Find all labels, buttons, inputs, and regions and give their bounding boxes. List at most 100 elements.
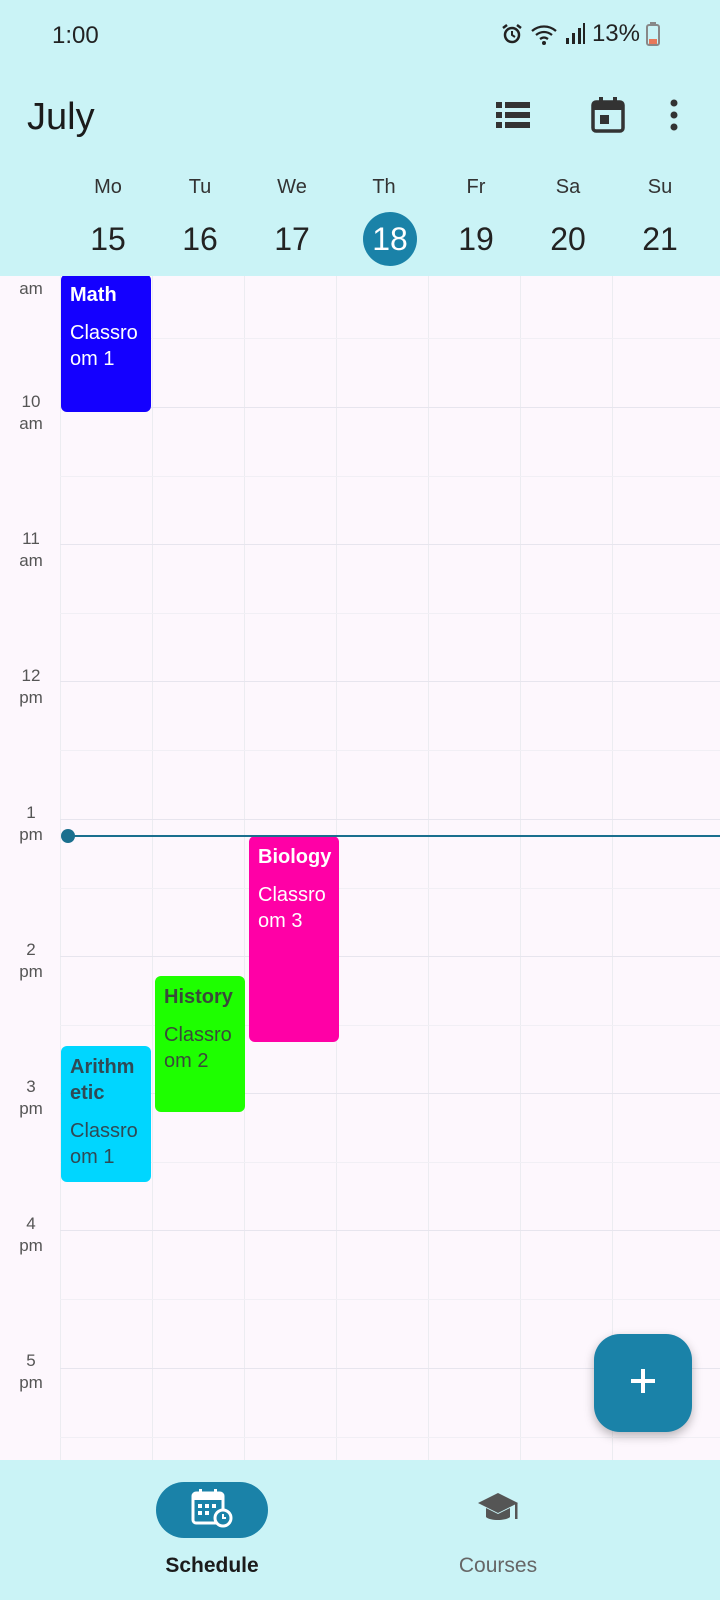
event-room: Classroom 1 (70, 322, 138, 370)
time-label-2pm: 2 pm (8, 939, 54, 983)
nav-active-indicator (156, 1482, 268, 1538)
grid-divider (60, 750, 720, 751)
event-arithmetic[interactable]: Arithmetic Classroom 1 (61, 1046, 151, 1182)
day-header-tu: Tu (188, 176, 212, 198)
time-label-5pm: 5 pm (8, 1350, 54, 1394)
battery-icon (646, 22, 660, 46)
time-label-period: pm (19, 962, 43, 981)
graduation-cap-icon (476, 1489, 520, 1532)
signal-icon (564, 22, 586, 46)
time-label-period: am (19, 279, 43, 298)
grid-divider (60, 338, 720, 339)
current-time-line (68, 835, 720, 837)
grid-divider (60, 1162, 720, 1163)
time-label-11am: 11 am (8, 528, 54, 572)
plus-icon (628, 1366, 658, 1401)
grid-divider (60, 407, 720, 408)
time-label-12pm: 12 pm (8, 665, 54, 709)
day-header-su: Su (647, 176, 673, 198)
status-time: 1:00 (52, 22, 99, 49)
time-label-period: pm (19, 1373, 43, 1392)
grid-divider (152, 276, 153, 1460)
day-header-mo: Mo (94, 176, 122, 198)
day-header-fr: Fr (466, 176, 486, 198)
event-room: Classroom 2 (164, 1024, 232, 1072)
grid-divider (60, 888, 720, 889)
time-label-period: pm (19, 825, 43, 844)
grid-divider (60, 1230, 720, 1231)
grid-divider (60, 1368, 720, 1369)
event-room: Classroom 1 (70, 1120, 138, 1168)
alarm-icon (500, 22, 524, 46)
status-icons: 13% (500, 20, 660, 48)
time-label-hour: 3 (26, 1077, 36, 1096)
time-label-1pm: 1 pm (8, 802, 54, 846)
nav-item-schedule[interactable]: Schedule (32, 1460, 392, 1600)
time-label-3pm: 3 pm (8, 1076, 54, 1120)
more-vert-icon[interactable] (658, 91, 690, 139)
grid-divider (60, 819, 720, 820)
time-label-period: am (19, 551, 43, 570)
grid-divider (60, 613, 720, 614)
grid-divider (520, 276, 521, 1460)
grid-divider (612, 276, 613, 1460)
day-header-sa: Sa (555, 176, 581, 198)
month-title: July (27, 96, 95, 138)
event-math[interactable]: Math Classroom 1 (61, 276, 151, 412)
grid-divider (60, 476, 720, 477)
current-time-dot (61, 829, 75, 843)
time-label-hour: 4 (26, 1214, 36, 1233)
nav-item-courses[interactable]: Courses (318, 1460, 678, 1600)
list-view-icon[interactable] (489, 91, 537, 139)
add-event-button[interactable] (594, 1334, 692, 1432)
battery-percent: 13% (591, 20, 640, 47)
time-label-4pm: 4 pm (8, 1213, 54, 1257)
event-history[interactable]: History Classroom 2 (155, 976, 245, 1112)
event-title: Arithmetic (70, 1056, 135, 1104)
grid-divider (60, 1025, 720, 1026)
day-number-17[interactable]: 17 (274, 221, 310, 257)
time-label-hour: 12 (21, 666, 41, 685)
time-label-hour: 2 (26, 940, 36, 959)
nav-label-courses: Courses (458, 1554, 538, 1577)
nav-icon-container (442, 1482, 554, 1538)
time-label-period: pm (19, 688, 43, 707)
time-label-hour: 10 (21, 392, 41, 411)
time-label-hour: 5 (26, 1351, 36, 1370)
grid-divider (60, 1299, 720, 1300)
event-title: History (164, 986, 233, 1008)
day-number-15[interactable]: 15 (90, 221, 126, 257)
time-label-period: am (19, 414, 43, 433)
grid-divider (60, 1093, 720, 1094)
bottom-navigation: Schedule Courses (0, 1460, 720, 1600)
day-number-16[interactable]: 16 (182, 221, 218, 257)
day-number-18-today[interactable]: 18 (363, 212, 417, 266)
day-number-19[interactable]: 19 (458, 221, 494, 257)
event-room: Classroom 3 (258, 884, 326, 932)
day-header-th: Th (372, 176, 396, 198)
nav-label-schedule: Schedule (165, 1554, 259, 1577)
grid-divider (60, 276, 61, 1460)
time-label-10am: 10 am (8, 391, 54, 435)
time-label-9am: am (8, 278, 54, 300)
grid-divider (60, 956, 720, 957)
time-label-period: pm (19, 1236, 43, 1255)
app-header: 1:00 13% July Mo Tu We Th Fr Sa Su 15 16… (0, 0, 720, 276)
event-title: Biology (258, 846, 332, 868)
wifi-icon (530, 22, 558, 46)
grid-divider (244, 276, 245, 1460)
time-label-period: pm (19, 1099, 43, 1118)
event-biology[interactable]: Biology Classroom 3 (249, 836, 339, 1042)
day-number-20[interactable]: 20 (550, 221, 586, 257)
grid-divider (60, 1437, 720, 1438)
time-label-hour: 11 (22, 529, 40, 548)
week-grid[interactable]: am 10 am 11 am 12 pm 1 pm 2 pm 3 pm 4 pm… (0, 276, 720, 1460)
event-title: Math (70, 284, 117, 306)
grid-divider (60, 681, 720, 682)
grid-divider (60, 544, 720, 545)
day-number-21[interactable]: 21 (642, 221, 678, 257)
day-header-we: We (277, 176, 307, 198)
time-label-hour: 1 (26, 803, 36, 822)
schedule-calendar-icon (190, 1488, 234, 1533)
calendar-today-icon[interactable] (584, 91, 632, 139)
